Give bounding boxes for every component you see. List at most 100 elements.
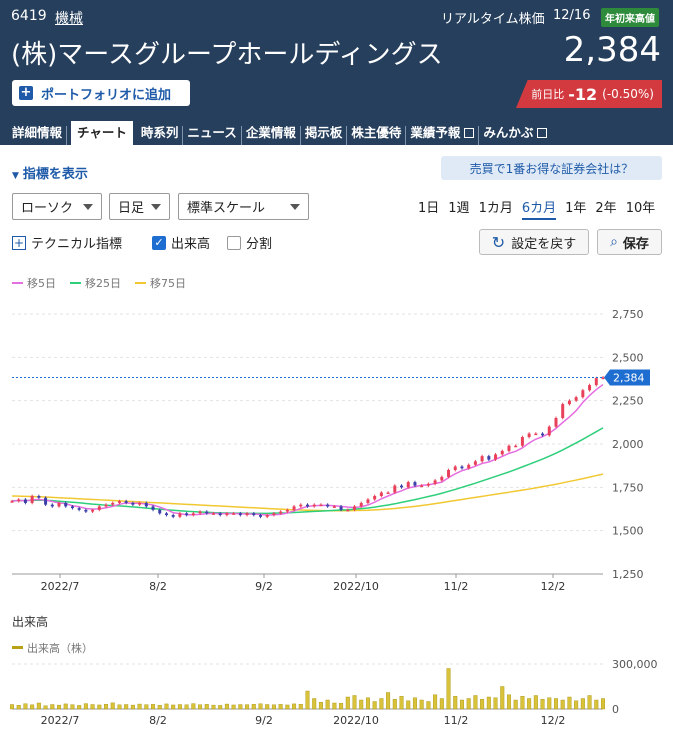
volume-bar (157, 705, 162, 710)
candle (205, 511, 209, 514)
tab-board[interactable]: 掲示板 (301, 126, 348, 145)
candle (77, 508, 81, 510)
external-link-icon (537, 128, 548, 138)
volume-bar (527, 698, 532, 710)
volume-bar (124, 704, 129, 710)
tab-forecast-wrap[interactable]: 業績予報 (406, 126, 480, 145)
volume-bar (83, 703, 88, 710)
volume-chart[interactable]: 300,000 0 2022/7 8/2 9/2 2022/10 11/2 12/2 (0, 654, 673, 729)
candle (541, 433, 545, 436)
volume-bar (359, 699, 364, 710)
volume-bar (177, 704, 182, 710)
candle (567, 400, 571, 405)
candle (164, 513, 168, 516)
plus-icon: + (19, 85, 33, 100)
volume-bar (305, 690, 310, 710)
ma-legend: 移5日 移25日 移75日 (12, 275, 200, 291)
legend-swatch (135, 282, 146, 284)
show-indicators-toggle[interactable]: ▼ 指標を表示 (12, 163, 88, 182)
tab-timeseries[interactable]: 時系列 (137, 126, 184, 145)
period-1w[interactable]: 1週 (448, 201, 470, 216)
candle (319, 504, 323, 507)
y-tick-label: 2,000 (612, 438, 644, 451)
volume-bar (560, 699, 565, 710)
volume-bar (184, 704, 189, 710)
interval-select[interactable]: 日足 (109, 193, 170, 220)
period-1d[interactable]: 1日 (418, 201, 440, 216)
volume-bar (16, 705, 21, 710)
tab-company[interactable]: 企業情報 (242, 126, 301, 145)
volume-bar (224, 703, 229, 710)
candle (17, 499, 21, 502)
tab-chart[interactable]: チャート (71, 121, 133, 145)
broker-link[interactable]: 売買で1番お得な証券会社は？ (441, 156, 662, 180)
legend-label: 移5日 (27, 277, 56, 290)
period-2y[interactable]: 2年 (595, 201, 617, 216)
add-to-portfolio-button[interactable]: + ポートフォリオに追加 (12, 80, 190, 106)
year-high-badge: 年初来高値 (601, 8, 659, 27)
volume-bar (191, 703, 196, 710)
external-link-icon (464, 128, 475, 138)
volume-bar (594, 699, 599, 710)
volume-bar (171, 704, 176, 710)
x-tick-label: 9/2 (255, 714, 273, 727)
candle (91, 509, 95, 512)
period-6m[interactable]: 6カ月 (521, 197, 557, 220)
candle (30, 496, 34, 503)
x-tick-label: 8/2 (149, 580, 167, 593)
chart-type-select[interactable]: ローソク (12, 193, 102, 220)
volume-bar (151, 704, 156, 710)
candle (97, 506, 101, 510)
scale-select[interactable]: 標準スケール (178, 193, 309, 220)
tab-minkabu-wrap[interactable]: みんかぶ (479, 126, 551, 145)
candle (37, 496, 41, 498)
candle (507, 445, 511, 451)
volume-bar (540, 699, 545, 710)
candle (561, 404, 565, 418)
tab-news[interactable]: ニュース (183, 126, 242, 145)
period-10y[interactable]: 10年 (625, 201, 656, 216)
company-name: (株)マースグループホールディングス (11, 40, 443, 70)
candle (265, 515, 269, 517)
price-chart[interactable]: 2,750 2,500 2,250 2,000 1,750 1,500 1,250 2022/… (0, 290, 673, 610)
tab-details[interactable]: 詳細情報 (0, 126, 68, 145)
candle (178, 513, 182, 517)
reset-settings-button[interactable]: ↻ 設定を戻す (479, 229, 589, 255)
volume-bar (104, 704, 109, 710)
period-1m[interactable]: 1カ月 (478, 201, 513, 216)
candle (23, 499, 27, 503)
candle (326, 504, 330, 507)
legend-label: 移25日 (85, 277, 121, 290)
dropdown-arrow-icon (151, 203, 161, 210)
volume-bar (285, 704, 290, 710)
candle (527, 433, 531, 438)
tab-bar: 詳細情報 チャート 時系列 ニュース 企業情報 掲示板 株主優待 業績予報 みん… (0, 116, 673, 145)
candle (520, 437, 524, 446)
candle (440, 476, 444, 481)
candle (151, 506, 155, 510)
volume-bar (218, 705, 223, 710)
volume-bar (9, 704, 14, 710)
y-tick-label: 0 (612, 703, 619, 716)
save-button[interactable]: ⌕ 保存 (597, 229, 662, 255)
volume-bar (110, 702, 115, 710)
volume-bar (587, 695, 592, 710)
split-checkbox[interactable]: 分割 (227, 233, 272, 252)
candle (601, 377, 605, 379)
tab-benefits[interactable]: 株主優待 (347, 126, 407, 145)
technical-indicator-toggle[interactable]: + テクニカル指標 (12, 233, 122, 252)
period-selector: 1日 1週 1カ月 6カ月 1年 2年 10年 (418, 197, 655, 220)
volume-bar (433, 694, 438, 710)
volume-bar (547, 697, 552, 710)
candle (594, 378, 598, 386)
candle (426, 483, 430, 486)
ma75-line (11, 473, 604, 512)
period-1y[interactable]: 1年 (565, 201, 587, 216)
dropdown-arrow-icon (290, 203, 300, 210)
sector-link[interactable]: 機械 (55, 11, 83, 27)
candle (191, 513, 195, 516)
change-label: 前日比 (531, 88, 565, 101)
volume-bar (506, 694, 511, 710)
candle (379, 492, 383, 496)
volume-checkbox[interactable]: ✓ 出来高 (152, 233, 210, 252)
